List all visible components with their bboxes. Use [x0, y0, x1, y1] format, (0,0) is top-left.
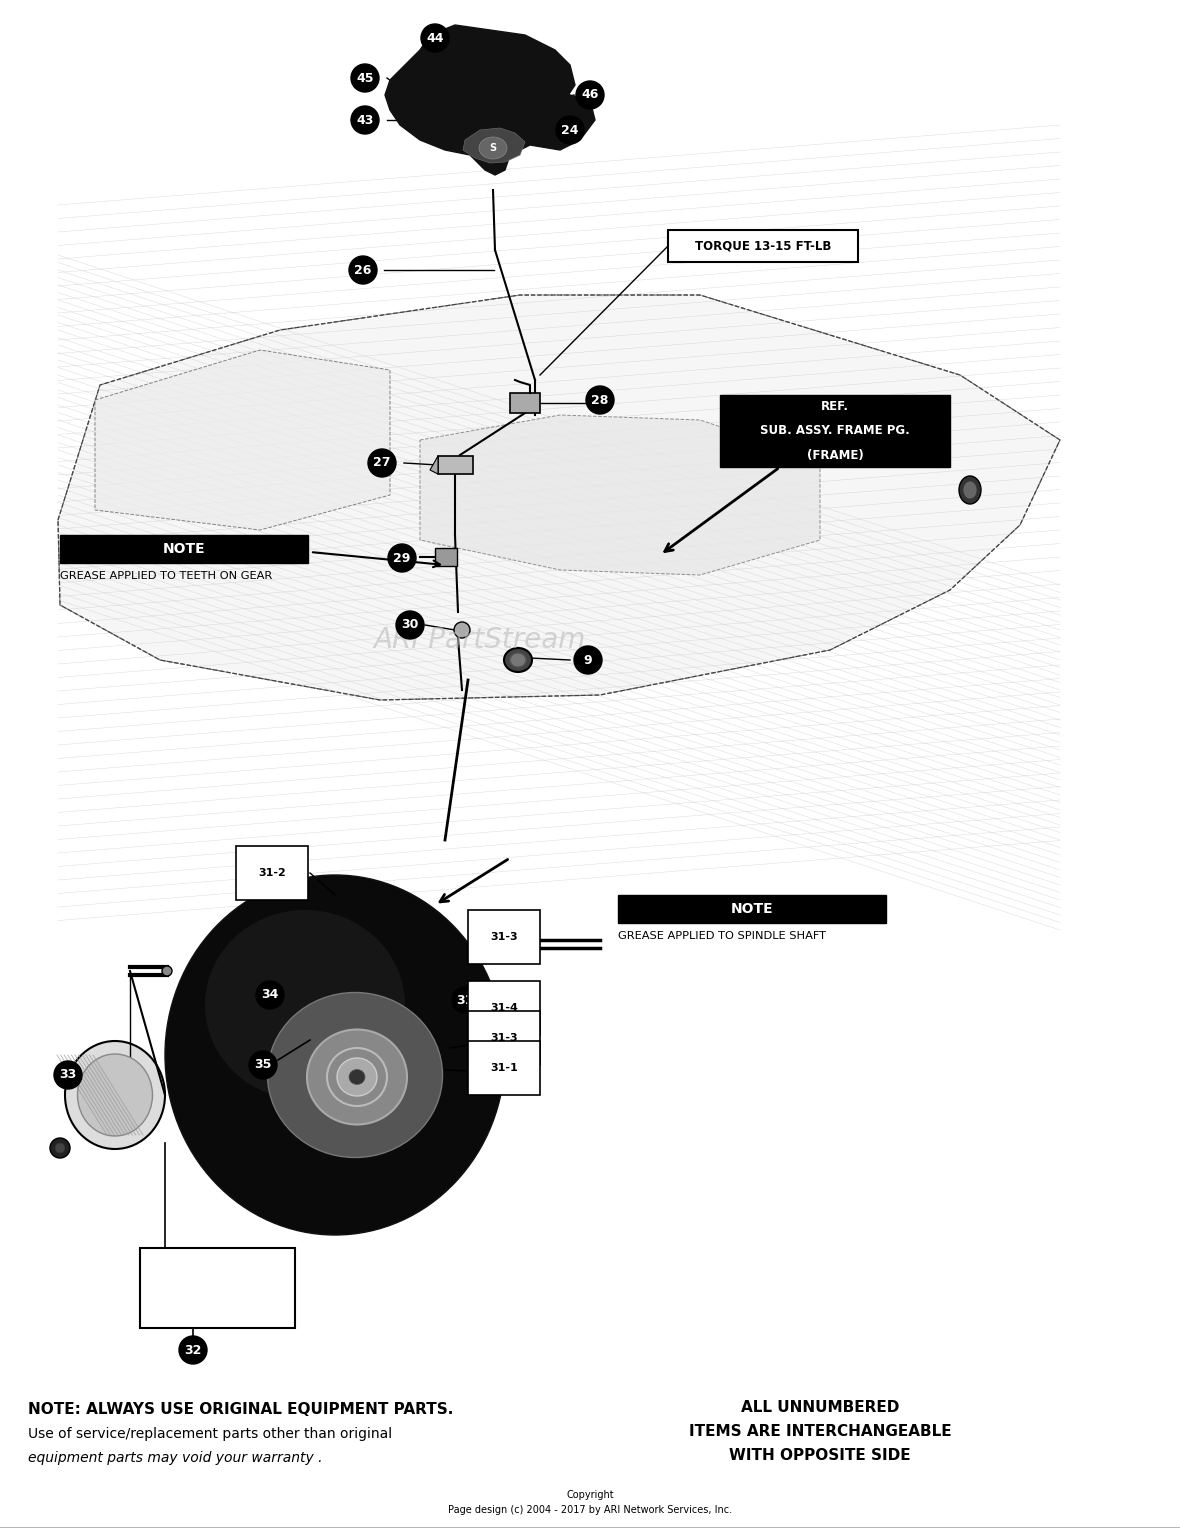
Text: 44: 44: [426, 32, 444, 44]
Text: REF.: REF.: [821, 400, 848, 414]
Text: 43: 43: [356, 113, 374, 127]
FancyBboxPatch shape: [510, 392, 540, 412]
Text: 30: 30: [401, 618, 419, 632]
Circle shape: [50, 1137, 70, 1157]
Text: 35: 35: [255, 1058, 271, 1072]
Text: GREASE APPLIED TO TEETH ON GEAR: GREASE APPLIED TO TEETH ON GEAR: [60, 570, 273, 581]
Text: SUB. ASSY. FRAME PG.: SUB. ASSY. FRAME PG.: [760, 425, 910, 437]
Text: 45: 45: [356, 72, 374, 84]
Circle shape: [349, 256, 376, 284]
Ellipse shape: [65, 1041, 165, 1150]
Text: ITEMS ARE INTERCHANGEABLE: ITEMS ARE INTERCHANGEABLE: [689, 1424, 951, 1439]
Circle shape: [350, 106, 379, 133]
Text: 31-4: 31-4: [490, 1003, 518, 1013]
Ellipse shape: [479, 136, 507, 159]
Ellipse shape: [510, 653, 526, 667]
Circle shape: [454, 622, 470, 638]
Text: 28: 28: [591, 394, 609, 406]
Circle shape: [54, 1061, 81, 1088]
Text: WITH OPPOSITE SIDE: WITH OPPOSITE SIDE: [729, 1449, 911, 1462]
Ellipse shape: [165, 875, 505, 1236]
Ellipse shape: [268, 992, 442, 1157]
Circle shape: [573, 645, 602, 675]
Circle shape: [421, 25, 450, 52]
Text: 31-3: 31-3: [490, 932, 518, 941]
Text: 27: 27: [373, 457, 391, 469]
FancyBboxPatch shape: [435, 547, 457, 566]
Text: NOTE: NOTE: [730, 901, 773, 917]
Polygon shape: [420, 415, 820, 575]
Text: 46: 46: [582, 89, 598, 101]
Text: Page design (c) 2004 - 2017 by ARI Network Services, Inc.: Page design (c) 2004 - 2017 by ARI Netwo…: [448, 1505, 732, 1515]
Ellipse shape: [963, 481, 977, 500]
Circle shape: [388, 544, 417, 572]
Circle shape: [162, 966, 172, 977]
Ellipse shape: [78, 1055, 152, 1136]
Text: equipment parts may void your warranty .: equipment parts may void your warranty .: [28, 1452, 322, 1466]
Text: 31: 31: [457, 993, 473, 1007]
Ellipse shape: [307, 1030, 407, 1125]
Ellipse shape: [205, 911, 405, 1101]
Polygon shape: [385, 25, 595, 175]
Text: ARI PartStream: ARI PartStream: [374, 625, 586, 655]
Ellipse shape: [337, 1058, 376, 1096]
Polygon shape: [463, 127, 525, 162]
Text: 33: 33: [59, 1069, 77, 1081]
Text: GREASE APPLIED TO SPINDLE SHAFT: GREASE APPLIED TO SPINDLE SHAFT: [618, 931, 826, 941]
Ellipse shape: [349, 1070, 365, 1084]
Text: NOTE: ALWAYS USE ORIGINAL EQUIPMENT PARTS.: NOTE: ALWAYS USE ORIGINAL EQUIPMENT PART…: [28, 1403, 453, 1416]
Text: NOTE: NOTE: [163, 543, 205, 556]
Polygon shape: [58, 294, 1060, 701]
Polygon shape: [430, 455, 438, 474]
Circle shape: [368, 449, 396, 477]
Circle shape: [556, 117, 584, 144]
Circle shape: [350, 64, 379, 92]
Polygon shape: [96, 350, 391, 530]
FancyBboxPatch shape: [668, 230, 858, 262]
Circle shape: [249, 1052, 277, 1079]
Text: 32: 32: [184, 1343, 202, 1357]
Text: S: S: [490, 143, 497, 153]
Circle shape: [576, 81, 604, 109]
Circle shape: [179, 1335, 206, 1364]
Circle shape: [256, 981, 284, 1009]
Text: 31-3: 31-3: [490, 1033, 518, 1042]
Text: 29: 29: [393, 552, 411, 564]
Text: 34: 34: [261, 989, 278, 1001]
Text: 26: 26: [354, 264, 372, 276]
Text: TORQUE 13-15 FT-LB: TORQUE 13-15 FT-LB: [695, 239, 831, 253]
FancyBboxPatch shape: [60, 535, 308, 563]
FancyBboxPatch shape: [140, 1248, 295, 1328]
Text: 9: 9: [584, 653, 592, 667]
Text: (FRAME): (FRAME): [807, 449, 864, 461]
Ellipse shape: [959, 477, 981, 504]
Circle shape: [586, 386, 614, 414]
FancyBboxPatch shape: [720, 396, 950, 468]
Text: ALL UNNUMBERED: ALL UNNUMBERED: [741, 1400, 899, 1415]
Circle shape: [55, 1144, 65, 1153]
Text: 24: 24: [562, 124, 578, 136]
Ellipse shape: [502, 937, 519, 950]
Circle shape: [452, 987, 478, 1013]
Text: Use of service/replacement parts other than original: Use of service/replacement parts other t…: [28, 1427, 392, 1441]
Circle shape: [396, 612, 424, 639]
FancyBboxPatch shape: [618, 895, 886, 923]
FancyBboxPatch shape: [438, 455, 473, 474]
Ellipse shape: [505, 940, 514, 947]
Text: 31-2: 31-2: [258, 868, 286, 878]
Text: Copyright: Copyright: [566, 1490, 614, 1499]
Text: 31-1: 31-1: [490, 1062, 518, 1073]
Ellipse shape: [504, 648, 532, 671]
